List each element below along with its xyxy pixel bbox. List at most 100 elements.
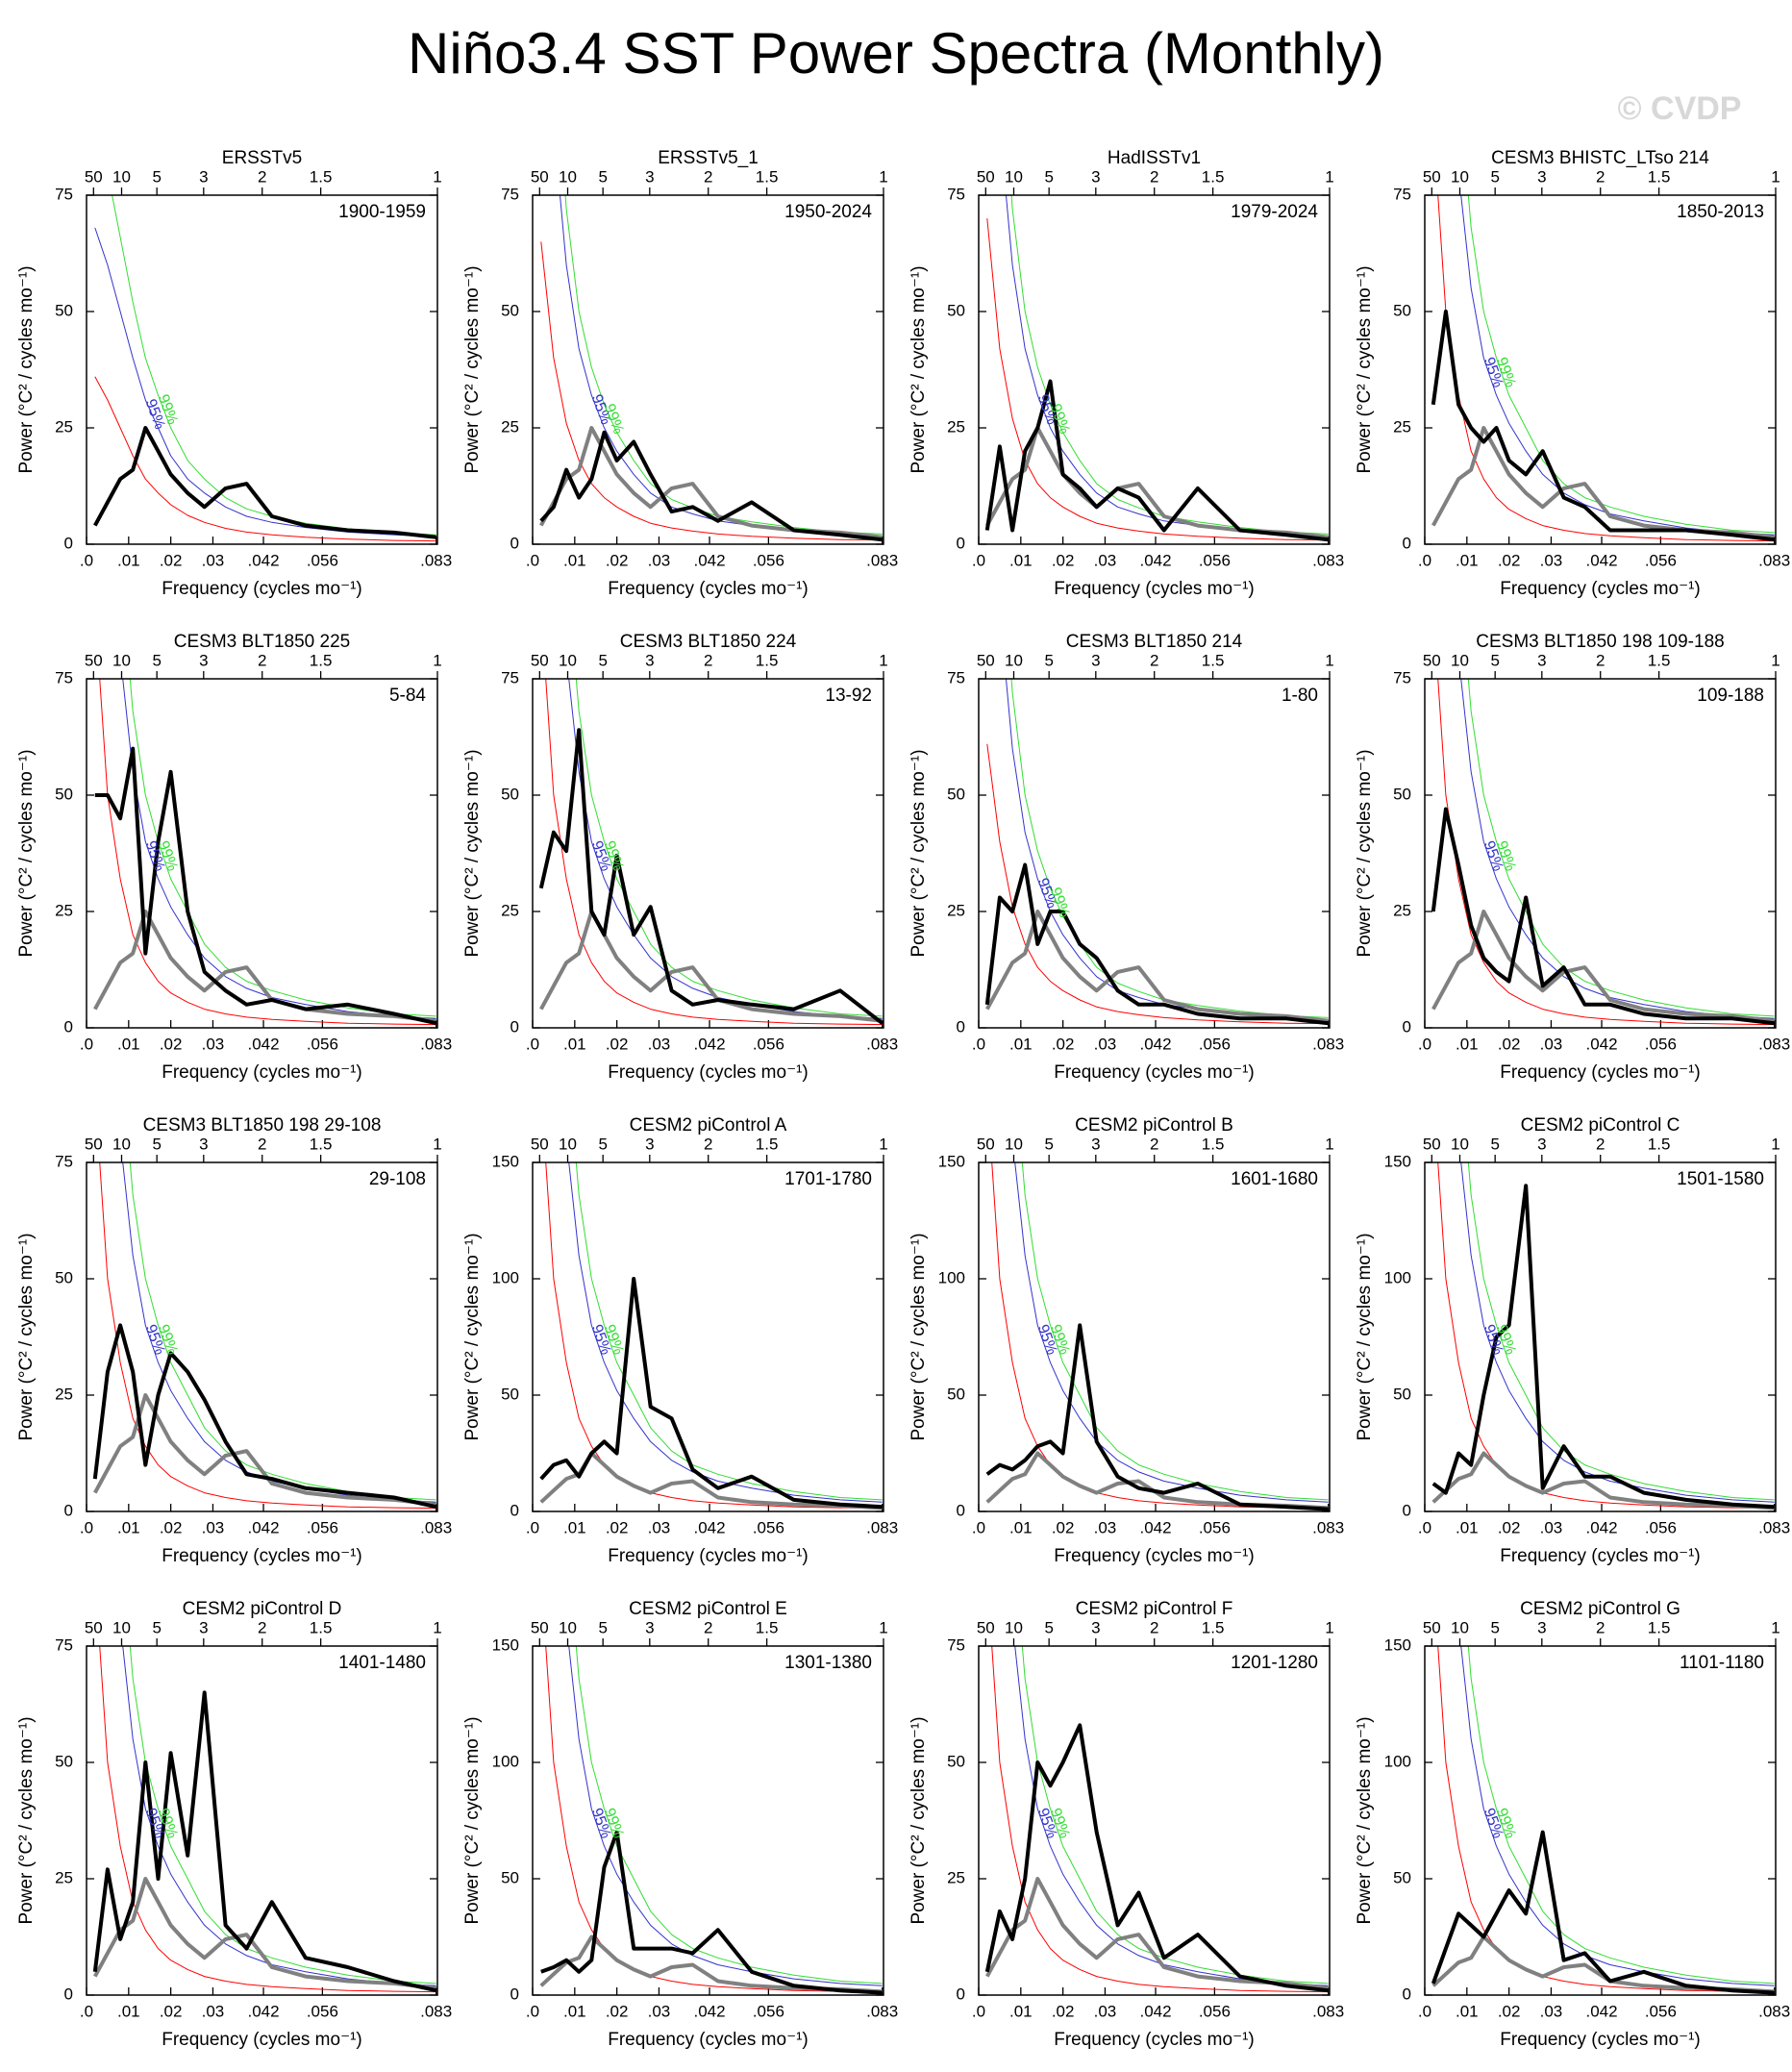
x-axis-label: Frequency (cycles mo⁻¹) bbox=[1054, 2030, 1255, 2050]
credit: © CVDP bbox=[1618, 90, 1742, 127]
y-tick-label: 50 bbox=[55, 301, 73, 319]
x2-tick-label: 5 bbox=[1044, 167, 1053, 186]
x2-tick-label: 1 bbox=[879, 1135, 887, 1153]
x2-tick-label: 2 bbox=[1150, 1135, 1158, 1153]
x-tick-label: .03 bbox=[202, 2002, 225, 2020]
x2-tick-label: 1 bbox=[433, 1135, 441, 1153]
y-tick-label: 25 bbox=[1393, 417, 1411, 436]
x-tick-label: .042 bbox=[693, 551, 725, 569]
x-tick-label: .03 bbox=[202, 1035, 225, 1053]
spectrum-line bbox=[1467, 1162, 1775, 1501]
panel-title: CESM3 BLT1850 214 bbox=[1066, 632, 1243, 652]
x-tick-label: .0 bbox=[526, 551, 539, 569]
period-label: 1301-1380 bbox=[784, 1653, 872, 1673]
spectrum-line bbox=[1437, 195, 1775, 542]
x-axis-label: Frequency (cycles mo⁻¹) bbox=[608, 1062, 809, 1083]
y-tick-label: 0 bbox=[64, 1985, 73, 2003]
x-tick-label: .02 bbox=[606, 2002, 629, 2020]
series-group bbox=[539, 1162, 883, 1510]
x2-tick-label: 5 bbox=[1490, 1135, 1499, 1153]
x-tick-label: .02 bbox=[160, 1518, 183, 1536]
spectrum-line bbox=[1431, 426, 1775, 539]
x2-tick-label: 50 bbox=[531, 651, 549, 669]
x-axis-label: Frequency (cycles mo⁻¹) bbox=[162, 2030, 362, 2050]
x-tick-label: .056 bbox=[753, 2002, 784, 2020]
x2-tick-label: 50 bbox=[1423, 167, 1441, 186]
x-tick-label: .02 bbox=[1498, 551, 1521, 569]
panel: 0 25 50 75 .0 .01 .02 .03 .042 .056 .083 50 10 5 3 2 1.5… bbox=[16, 1599, 452, 2050]
panel: 0 25 50 75 .0 .01 .02 .03 .042 .056 .083 50 10 5 3 2 1.5… bbox=[1355, 632, 1790, 1083]
panel: 0 50 100 150 .0 .01 .02 .03 .042 .056 .083 50 10 5 3 2 1… bbox=[462, 1599, 898, 2050]
x2-tick-label: 1.5 bbox=[756, 651, 779, 669]
x2-tick-label: 1.5 bbox=[310, 651, 333, 669]
spectrum-line bbox=[545, 1646, 883, 1993]
x2-tick-label: 1.5 bbox=[1648, 1618, 1671, 1636]
y-axis-label: Power (°C² / cycles mo⁻¹) bbox=[462, 1716, 483, 1924]
x2-tick-label: 1.5 bbox=[310, 1618, 333, 1636]
panel-title: ERSSTv5 bbox=[222, 148, 302, 168]
y-tick-label: 50 bbox=[55, 785, 73, 803]
y-tick-label: 50 bbox=[55, 1268, 73, 1286]
x2-tick-label: 2 bbox=[704, 1618, 712, 1636]
x-tick-label: .02 bbox=[606, 1518, 629, 1536]
x2-tick-label: 10 bbox=[112, 167, 131, 186]
y-tick-label: 150 bbox=[938, 1152, 965, 1170]
x2-tick-label: 50 bbox=[977, 1618, 995, 1636]
panel: 0 25 50 75 .0 .01 .02 .03 .042 .056 .083 50 10 5 3 2 1.5… bbox=[462, 148, 898, 599]
y-tick-label: 50 bbox=[947, 1752, 965, 1770]
y-tick-label: 0 bbox=[957, 1017, 965, 1036]
x2-tick-label: 3 bbox=[1537, 651, 1546, 669]
x2-tick-label: 3 bbox=[199, 167, 208, 186]
spectrum-line bbox=[545, 679, 883, 1026]
y-tick-label: 0 bbox=[510, 1017, 519, 1036]
x2-tick-label: 1 bbox=[1325, 167, 1333, 186]
panel-title: CESM2 piControl E bbox=[629, 1599, 787, 1619]
x-tick-label: .02 bbox=[606, 1035, 629, 1053]
x2-tick-label: 2 bbox=[1596, 651, 1605, 669]
x-axis-label: Frequency (cycles mo⁻¹) bbox=[1054, 1546, 1255, 1566]
x-tick-label: .083 bbox=[866, 551, 898, 569]
spectrum-line bbox=[985, 1451, 1329, 1510]
x2-tick-label: 3 bbox=[1537, 167, 1546, 186]
x-tick-label: .042 bbox=[693, 1518, 725, 1536]
x-tick-label: .083 bbox=[1312, 1518, 1344, 1536]
x-tick-label: .056 bbox=[1645, 1035, 1677, 1053]
period-label: 1950-2024 bbox=[784, 202, 872, 222]
x-tick-label: .0 bbox=[526, 1518, 539, 1536]
spectrum-line bbox=[99, 1162, 436, 1510]
y-tick-label: 0 bbox=[64, 1501, 73, 1519]
x-tick-label: .056 bbox=[307, 1518, 338, 1536]
x-tick-label: .042 bbox=[247, 2002, 279, 2020]
plot-frame bbox=[1424, 194, 1777, 545]
x2-tick-label: 10 bbox=[112, 1618, 131, 1636]
x-tick-label: .03 bbox=[202, 551, 225, 569]
x-tick-label: .042 bbox=[1585, 1035, 1617, 1053]
y-axis-label: Power (°C² / cycles mo⁻¹) bbox=[908, 265, 929, 473]
x2-tick-label: 50 bbox=[85, 1618, 103, 1636]
spectrum-line bbox=[568, 1646, 883, 1986]
spectrum-line bbox=[1467, 679, 1775, 1017]
spectrum-line bbox=[986, 218, 1329, 541]
y-tick-label: 0 bbox=[510, 1985, 519, 2003]
y-axis-label: Power (°C² / cycles mo⁻¹) bbox=[16, 1233, 37, 1440]
x-tick-label: .042 bbox=[247, 551, 279, 569]
x-tick-label: .083 bbox=[866, 1518, 898, 1536]
plot-frame bbox=[532, 1645, 884, 1996]
y-tick-label: 75 bbox=[947, 185, 965, 203]
panel: 0 50 100 150 .0 .01 .02 .03 .042 .056 .083 50 10 5 3 2 1… bbox=[462, 1115, 898, 1566]
x2-tick-label: 2 bbox=[258, 167, 266, 186]
panel: 0 25 50 75 .0 .01 .02 .03 .042 .056 .083 50 10 5 3 2 1.5… bbox=[908, 632, 1344, 1083]
x2-tick-label: 1 bbox=[433, 167, 441, 186]
x2-tick-label: 2 bbox=[1596, 167, 1605, 186]
panel-title: CESM2 piControl F bbox=[1076, 1599, 1233, 1619]
x-tick-label: .02 bbox=[1052, 551, 1075, 569]
y-tick-label: 0 bbox=[1403, 534, 1411, 552]
x2-tick-label: 2 bbox=[704, 1135, 712, 1153]
series-group bbox=[984, 679, 1329, 1026]
x-tick-label: .0 bbox=[972, 551, 985, 569]
series-group bbox=[539, 1646, 883, 1995]
x2-tick-label: 1 bbox=[879, 651, 887, 669]
x-axis-label: Frequency (cycles mo⁻¹) bbox=[608, 1546, 809, 1566]
x-tick-label: .083 bbox=[420, 2002, 452, 2020]
spectrum-line bbox=[93, 1877, 436, 1990]
